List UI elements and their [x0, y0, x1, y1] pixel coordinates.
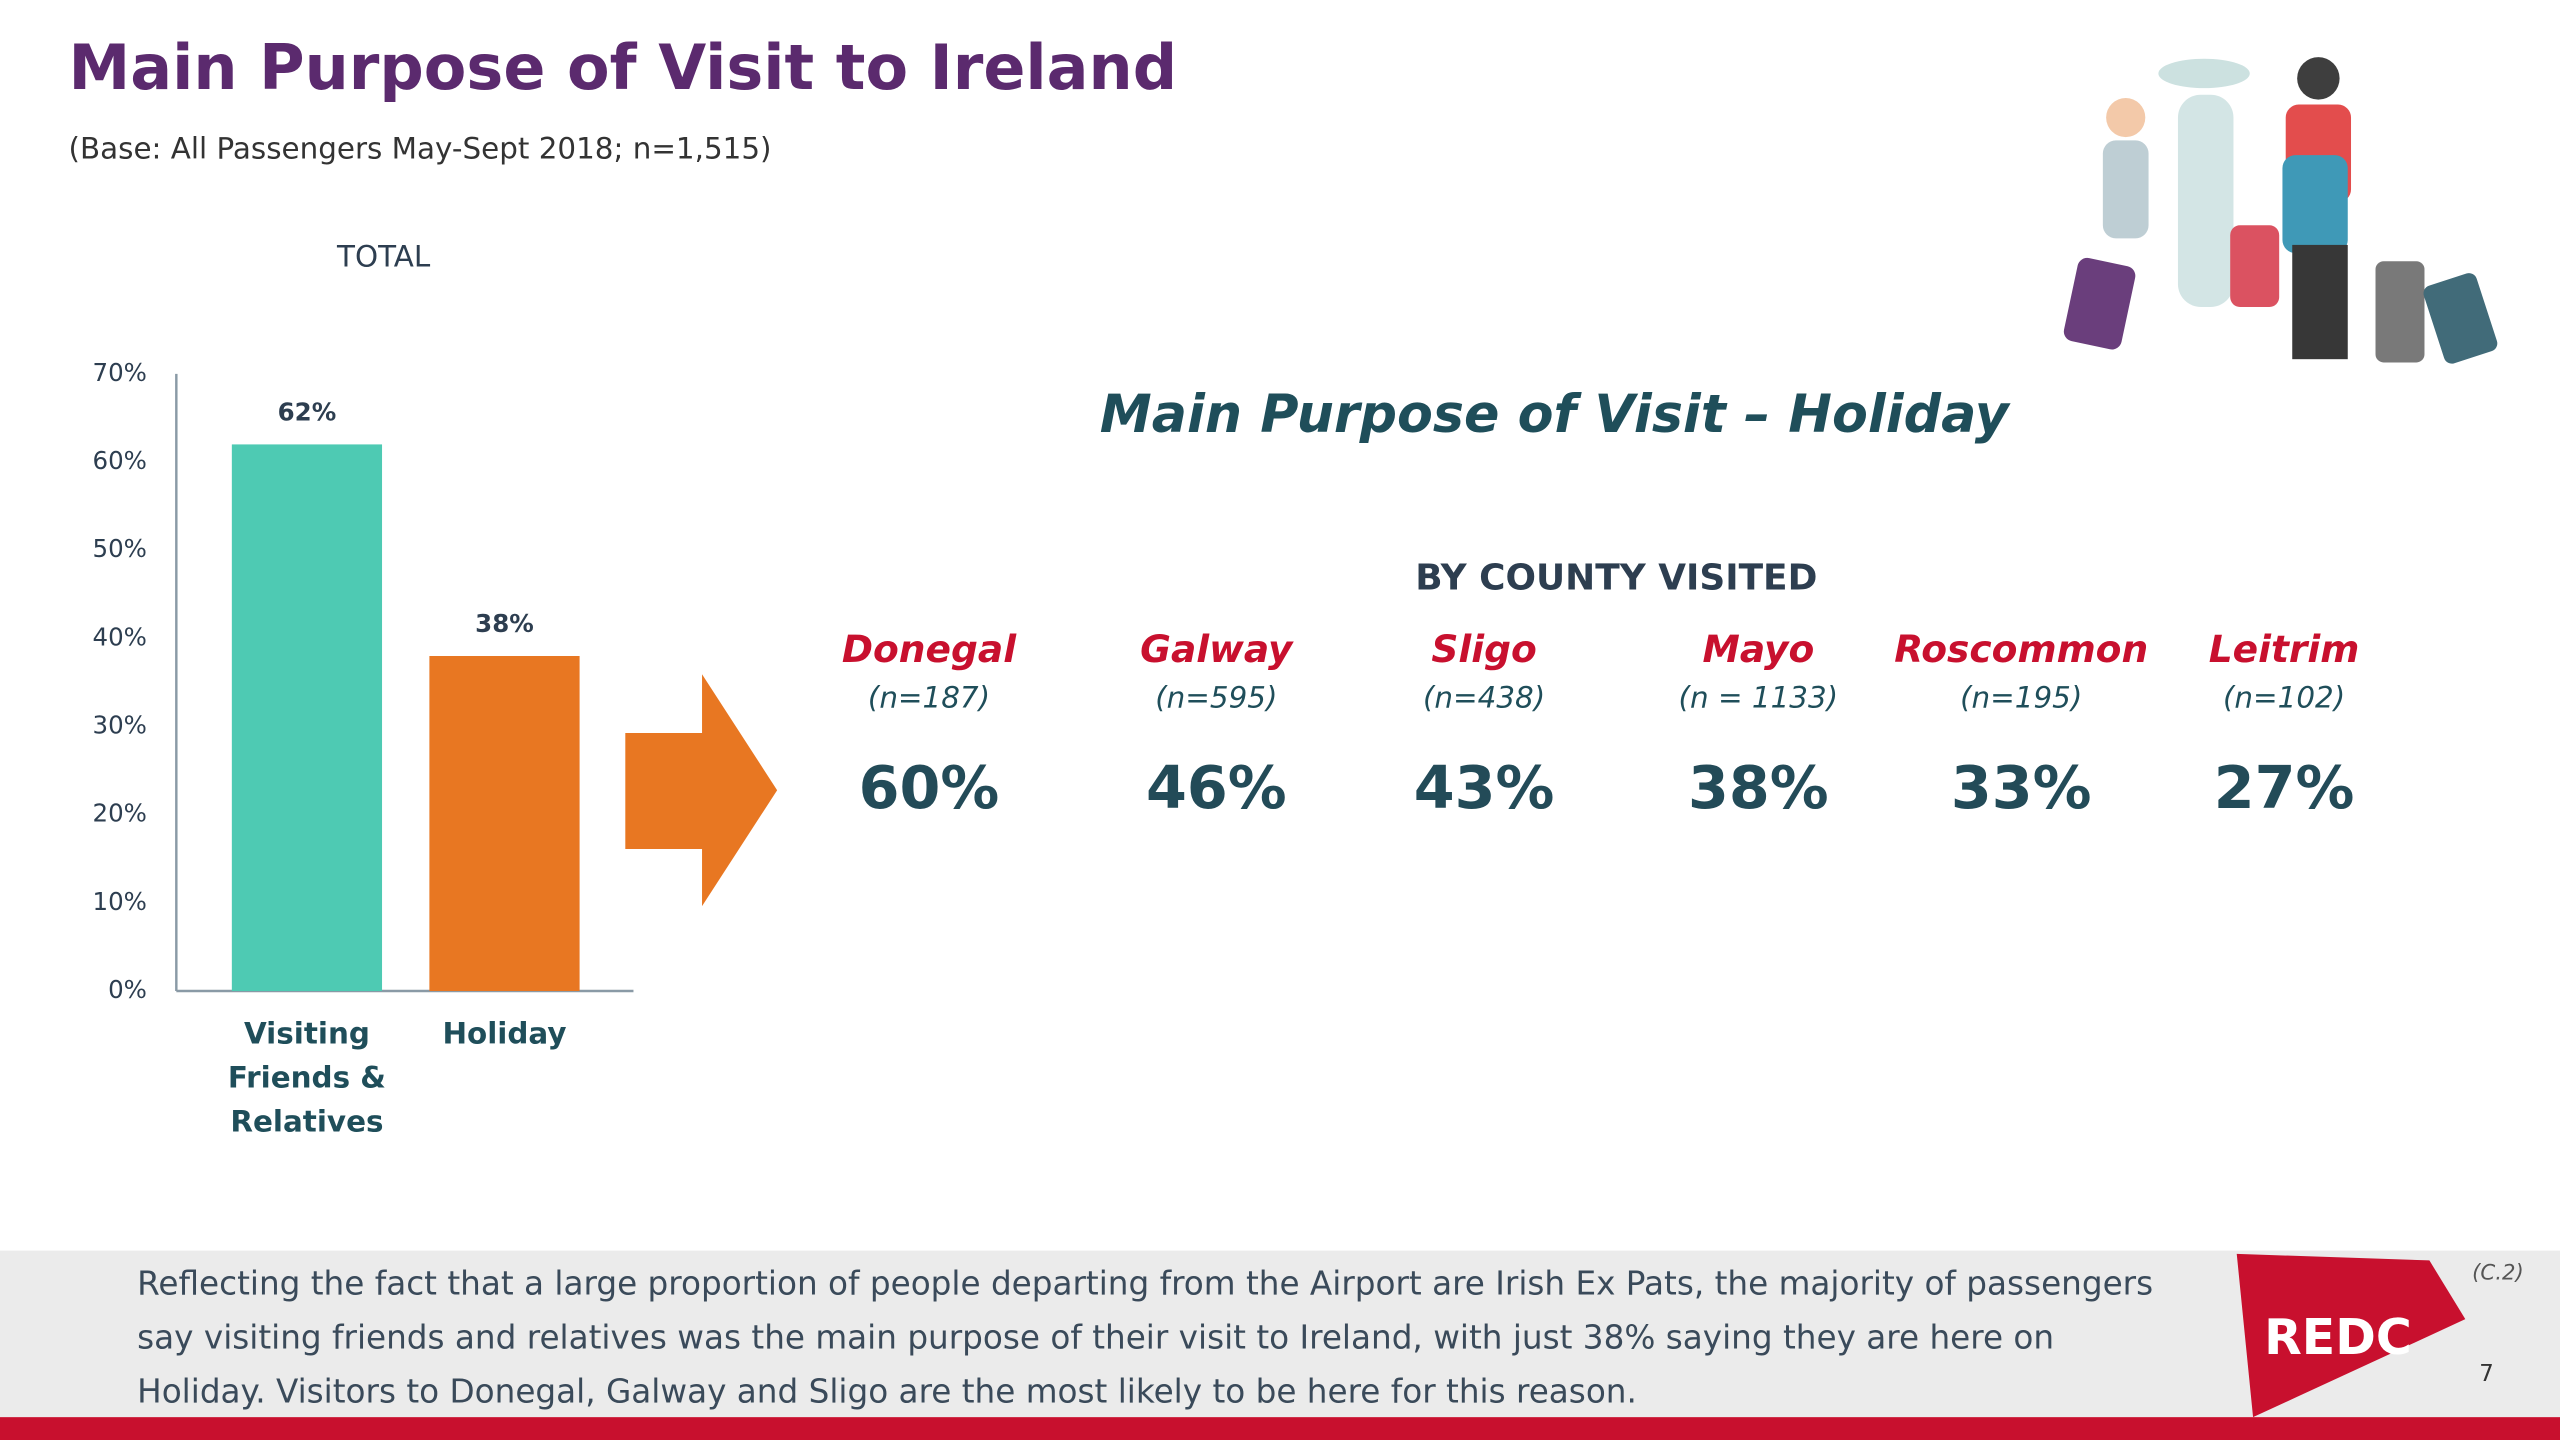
county-sample: (n=595) [1155, 680, 1277, 714]
county-name: Mayo [1702, 627, 1814, 671]
county-table: Donegal (n=187) 60% Galway (n=595) 46% Sligo (n… [842, 627, 2360, 822]
county-sample: (n=195) [1960, 680, 2082, 714]
logo-shape [2236, 1253, 2466, 1418]
county-name: Leitrim [2209, 627, 2360, 671]
county-value: 27% [2214, 753, 2355, 822]
x-tick-label: Visiting Friends & Relatives [227, 1017, 386, 1140]
chart-title: TOTAL [336, 239, 431, 273]
slide-code: (C.2) [2472, 1260, 2524, 1285]
page-number: 7 [2479, 1361, 2494, 1387]
y-tick-label: 50% [93, 534, 147, 563]
y-tick-label: 30% [93, 711, 147, 740]
slide-subtitle: (Base: All Passengers May-Sept 2018; n=1… [69, 132, 772, 166]
county-name: Donegal [842, 627, 1017, 671]
value-label: 38% [475, 609, 534, 638]
bar [429, 656, 580, 992]
x-tick-label: Holiday [442, 1017, 567, 1052]
county-name: Sligo [1431, 627, 1536, 671]
county-name: Galway [1140, 627, 1294, 671]
county-sample: (n = 1133) [1679, 680, 1839, 714]
county-value: 46% [1146, 753, 1287, 822]
x-tick-label-box: Visiting Friends & Relatives [227, 1017, 386, 1140]
county-value: 33% [1951, 753, 2092, 822]
slide-title: Main Purpose of Visit to Ireland [69, 31, 1178, 104]
logo: REDC [2264, 1309, 2412, 1366]
holiday-subtitle: BY COUNTY VISITED [1415, 558, 1817, 599]
x-tick-label-box: Holiday [442, 1017, 567, 1052]
county-name: Roscommon [1894, 627, 2148, 671]
y-tick-label: 70% [93, 358, 147, 387]
value-label: 62% [278, 397, 337, 426]
travellers-illustration [2063, 57, 2498, 364]
county-sample: (n=187) [868, 680, 990, 714]
y-tick-label: 10% [93, 887, 147, 916]
arrow [625, 674, 778, 907]
footer-bar [0, 1417, 2560, 1440]
footer-text: Reflecting the fact that a large proport… [137, 1263, 2154, 1411]
y-tick-label: 40% [93, 622, 147, 651]
county-sample: (n=102) [2223, 680, 2345, 714]
county-value: 43% [1414, 753, 1555, 822]
county-value: 60% [859, 753, 1000, 822]
county-sample: (n=438) [1423, 680, 1545, 714]
county-value: 38% [1688, 753, 1829, 822]
holiday-title: Main Purpose of Visit – Holiday [1100, 385, 2011, 445]
footer-band [0, 1250, 2560, 1418]
bar [231, 444, 383, 992]
y-tick-label: 0% [108, 975, 147, 1004]
y-tick-label: 60% [93, 446, 147, 475]
footer-text-box: Reflecting the fact that a large proport… [137, 1263, 2154, 1411]
y-tick-label: 20% [93, 799, 147, 828]
